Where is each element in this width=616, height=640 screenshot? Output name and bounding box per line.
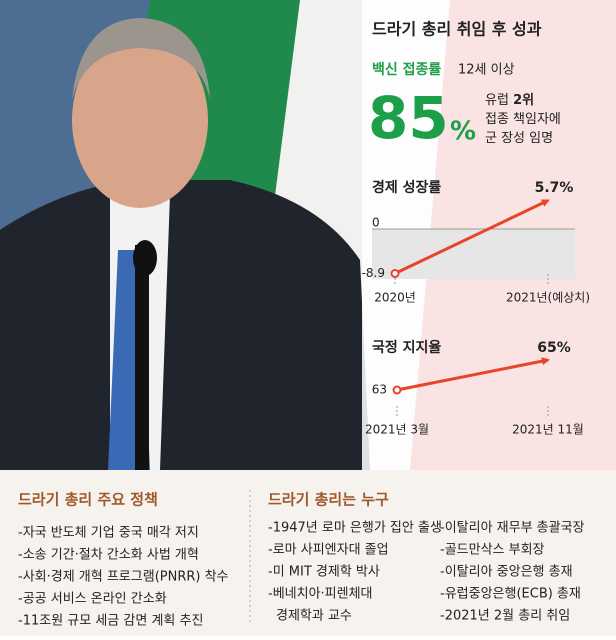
value-label: -8.9 [362, 266, 385, 280]
profile-item: -유럽중앙은행(ECB) 총재 [440, 586, 581, 602]
profile-item: -미 MIT 경제학 박사 [268, 565, 380, 580]
panel-title: 드라기 총리 취임 후 성과 [372, 20, 542, 39]
vaccine-note: 12세 이상 [458, 63, 515, 78]
policy-item: -자국 반도체 기업 중국 매각 저지 [18, 526, 199, 541]
profile-item: -이탈리아 중앙은행 총재 [440, 564, 573, 580]
chart-title: 국정 지지율 [372, 339, 441, 356]
x-tick-label: 2021년 11월 [512, 423, 584, 437]
profile-item: -2021년 2월 총리 취임 [440, 609, 570, 624]
section-title: 드라기 총리 주요 정책 [18, 491, 158, 509]
vaccine-line-bold: 2위 [513, 93, 534, 108]
policy-item: -소송 기간·절차 간소화 사법 개혁 [18, 548, 199, 563]
x-tick-label: 2021년(예상치) [506, 291, 590, 305]
vaccine-line: 유럽 2위 [485, 93, 534, 108]
start-point [390, 269, 400, 278]
trend-line [396, 357, 550, 392]
profile-item: -1947년 로마 은행가 집안 출생 [268, 520, 442, 536]
start-point [392, 385, 402, 395]
chart-title: 경제 성장률 [372, 179, 441, 196]
y-tick-label: 0 [372, 216, 380, 230]
profile-item: -골드만삭스 부회장 [440, 543, 545, 558]
section-title: 드라기 총리는 누구 [268, 491, 389, 509]
profile-item: -로마 사피엔자대 졸업 [268, 543, 389, 558]
vaccine-line: 군 장성 임명 [485, 131, 553, 146]
vaccine-value: 85 [368, 84, 449, 152]
profile-item: -이탈리아 재무부 총괄국장 [440, 521, 585, 536]
x-tick-label: 2021년 3월 [365, 423, 429, 437]
value-label: 63 [372, 383, 387, 397]
vaccine-line-text: 유럽 [485, 93, 513, 108]
policy-item: -공공 서비스 온라인 간소화 [18, 592, 167, 607]
vaccine-line-text: 접종 책임자에 [485, 112, 561, 127]
vaccine-unit: % [450, 117, 476, 147]
profile-item: 경제학과 교수 [276, 609, 352, 624]
profile-item: -베네치아·피렌체대 [268, 587, 373, 602]
vaccine-line: 접종 책임자에 [485, 112, 561, 127]
policy-item: -사회·경제 개혁 프로그램(PNRR) 착수 [18, 570, 229, 585]
vaccine-label: 백신 접종률 [372, 61, 441, 78]
bottom-panel [0, 470, 616, 636]
trend-line [394, 199, 550, 275]
value-label: 5.7% [535, 180, 574, 196]
policy-item: -11조원 규모 세금 감면 계획 추진 [18, 614, 203, 629]
x-tick-label: 2020년 [374, 291, 416, 305]
value-label: 65% [537, 340, 571, 356]
vaccine-line-text: 군 장성 임명 [485, 131, 553, 146]
